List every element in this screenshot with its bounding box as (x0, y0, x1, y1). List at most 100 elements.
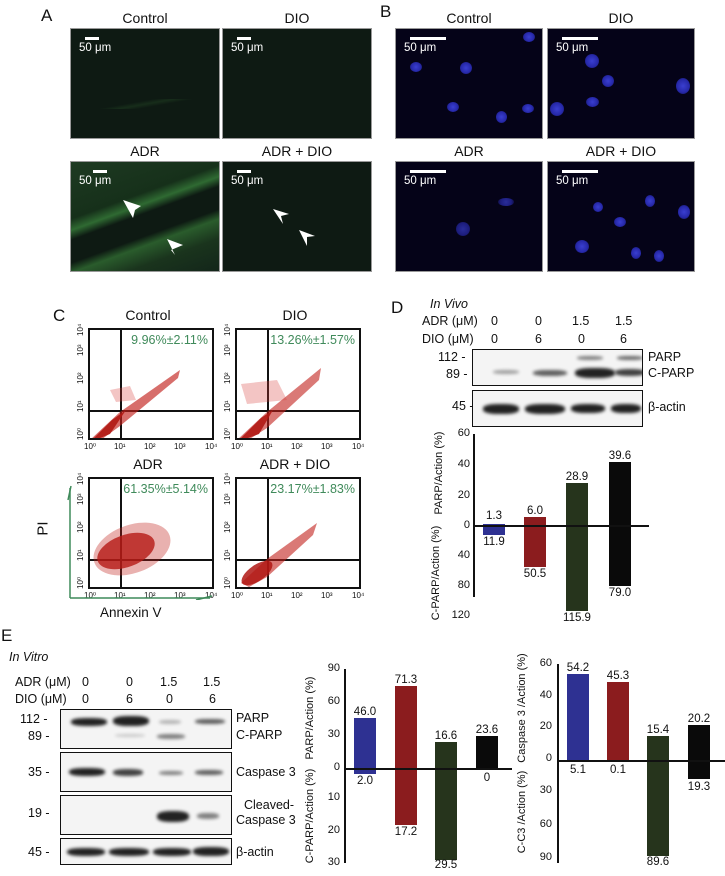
x-tick: 10⁴ (352, 591, 365, 600)
mw-marker: 45 - (452, 399, 474, 413)
y-tick: 10³ (223, 344, 232, 356)
micrograph-b-control: 50 μm (395, 28, 543, 139)
y-tick: 40 (457, 549, 470, 561)
panel-a-letter: A (41, 6, 53, 25)
y-axis-label-top: PARP/Action (%) (433, 431, 445, 515)
flow-title-adr: ADR (133, 456, 163, 472)
bar-control (567, 674, 589, 762)
y-tick: 20 (457, 489, 470, 501)
panel-a-title-adr: ADR (130, 143, 160, 159)
adr-value: 0 (126, 675, 133, 689)
panel-e-subtitle: In Vitro (9, 650, 49, 664)
value-label: 89.6 (646, 856, 670, 868)
y-tick: 10² (76, 372, 85, 384)
value-label: 2.0 (357, 775, 373, 787)
western-blot-parp (472, 349, 643, 386)
y-tick: 10² (223, 521, 232, 533)
panel-e-letter: E (1, 626, 13, 645)
micrograph-a-control: 50 μm (70, 28, 220, 139)
value-label: 50.5 (523, 568, 547, 580)
scale-bar: 50 μm (556, 37, 598, 54)
y-tick: 10⁴ (76, 323, 85, 336)
blot-label: PARP (648, 350, 682, 364)
value-label: 17.2 (394, 826, 418, 838)
x-tick: 10² (144, 442, 156, 451)
scale-bar: 50 μm (404, 170, 446, 187)
panel-d-letter: D (391, 298, 404, 317)
bar-control (354, 718, 376, 774)
panel-b-title-adr-dio: ADR + DIO (585, 143, 657, 159)
flow-percent: 9.96%±2.11% (131, 333, 208, 347)
bar-adr-dio (609, 462, 631, 586)
mw-marker: 112 - (20, 712, 48, 726)
y-tick: 10⁰ (223, 427, 232, 440)
value-label: 29.5 (434, 859, 458, 871)
bar-control (483, 524, 505, 535)
y-tick: 60 (457, 427, 470, 439)
blot-label: PARP (236, 711, 270, 725)
value-label: 71.3 (394, 674, 418, 686)
value-label: 39.6 (608, 450, 632, 462)
adr-value: 1.5 (572, 314, 590, 328)
y-tick: 10¹ (223, 549, 232, 561)
y-axis (344, 669, 346, 863)
y-tick: 0 (463, 519, 470, 531)
scale-bar: 50 μm (556, 170, 598, 187)
bar-adr (435, 742, 457, 860)
panel-a-title-dio: DIO (284, 10, 310, 26)
dio-label: DIO (μM) (15, 692, 67, 706)
panel-b-title-adr: ADR (454, 143, 484, 159)
y-tick: 30 (327, 728, 340, 740)
micrograph-a-adr-dio: 50 μm (222, 161, 372, 272)
micrograph-b-adr: 50 μm (395, 161, 543, 272)
western-blot-actin (472, 390, 643, 427)
panel-d-subtitle: In Vivo (430, 297, 468, 311)
scatter-points (92, 370, 180, 438)
y-tick: 90 (327, 662, 340, 674)
y-axis (557, 664, 559, 863)
flow-title-control: Control (125, 307, 171, 323)
y-tick: 80 (457, 579, 470, 591)
flow-plot-dio: 13.26%±1.57% (235, 328, 361, 440)
zero-line-overlay (473, 525, 649, 527)
flow-percent: 61.35%±5.14% (123, 482, 208, 496)
zero-line (344, 768, 512, 770)
mw-marker: 89 - (28, 729, 50, 743)
value-label: 45.3 (606, 670, 630, 682)
value-label: 0 (483, 772, 491, 784)
scale-bar: 50 μm (404, 37, 446, 54)
y-tick: 60 (539, 657, 552, 669)
panel-b-title-dio: DIO (608, 10, 634, 26)
western-blot-parp (60, 709, 232, 749)
x-tick: 10² (291, 442, 303, 451)
flow-plot-control: 9.96%±2.11% (88, 328, 214, 440)
arrowhead-icon (273, 209, 315, 246)
panel-a-title-control: Control (122, 10, 168, 26)
mw-marker: 89 - (446, 367, 468, 381)
y-tick: 30 (539, 784, 552, 796)
value-label: 6.0 (527, 505, 543, 517)
y-tick: 0 (545, 752, 552, 764)
value-label: 15.4 (646, 724, 670, 736)
value-label: 5.1 (570, 764, 586, 776)
y-axis-label: PI (34, 521, 52, 536)
mw-marker: 35 - (28, 765, 50, 779)
micrograph-a-dio: 50 μm (222, 28, 372, 139)
value-label: 16.6 (434, 730, 458, 742)
scale-bar: 50 μm (231, 37, 263, 54)
scale-bar: 50 μm (231, 170, 263, 187)
y-tick: 10¹ (223, 400, 232, 412)
flow-plot-adr-dio: 23.17%±1.83% (235, 477, 361, 589)
value-label: 28.9 (565, 471, 589, 483)
value-label: 46.0 (353, 706, 377, 718)
value-label: 79.0 (608, 587, 632, 599)
dio-value: 6 (126, 692, 133, 706)
flow-plot-adr: 61.35%±5.14% (88, 477, 214, 589)
adr-value: 0 (82, 675, 89, 689)
y-axis-label-top: Caspase 3 /Action (%) (516, 653, 528, 763)
zero-line (557, 760, 725, 762)
blot-label: C-PARP (236, 728, 283, 742)
value-label: 115.9 (563, 612, 591, 624)
panel-a-title-adr-dio: ADR + DIO (261, 143, 333, 159)
x-tick: 10² (144, 591, 156, 600)
